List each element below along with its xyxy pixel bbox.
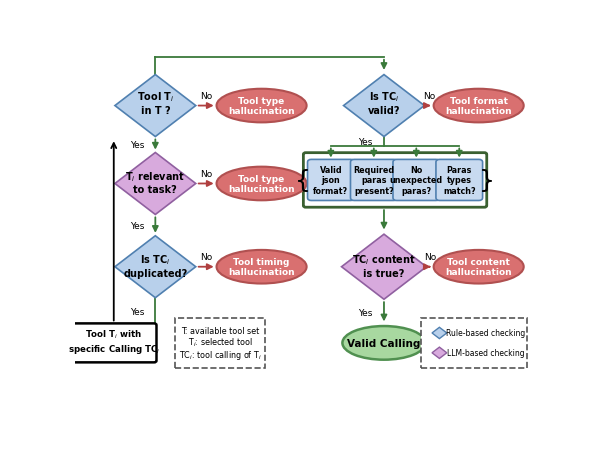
Text: Tool T$_i$
in T ?: Tool T$_i$ in T ? [136, 90, 174, 116]
FancyBboxPatch shape [308, 160, 354, 201]
Text: T: available tool set: T: available tool set [181, 326, 259, 335]
Text: LLM-based checking: LLM-based checking [447, 348, 524, 358]
FancyBboxPatch shape [175, 319, 265, 368]
Text: T$_i$ relevant
to task?: T$_i$ relevant to task? [125, 170, 185, 195]
FancyBboxPatch shape [421, 319, 527, 368]
Polygon shape [115, 236, 195, 298]
Text: No: No [423, 92, 435, 101]
Text: No: No [200, 253, 212, 262]
Text: Tool type
hallucination: Tool type hallucination [228, 174, 295, 194]
Text: Yes: Yes [358, 308, 372, 318]
Polygon shape [115, 75, 195, 137]
Text: }: } [479, 168, 495, 192]
Ellipse shape [216, 250, 306, 284]
Text: Yes: Yes [130, 141, 144, 150]
FancyBboxPatch shape [436, 160, 483, 201]
Ellipse shape [216, 167, 306, 201]
Text: T$_i$: selected tool: T$_i$: selected tool [188, 336, 253, 349]
Polygon shape [343, 75, 424, 137]
Text: TC$_i$: tool calling of T$_i$: TC$_i$: tool calling of T$_i$ [179, 348, 262, 361]
Polygon shape [432, 347, 447, 358]
Ellipse shape [342, 326, 426, 360]
Text: No
unexpected
paras?: No unexpected paras? [390, 166, 443, 196]
Text: Tool T$_i$ with
specific Calling TC$_i$: Tool T$_i$ with specific Calling TC$_i$ [67, 328, 160, 355]
FancyBboxPatch shape [71, 324, 157, 363]
Polygon shape [432, 328, 447, 339]
Polygon shape [342, 235, 426, 300]
Text: Valid
json
format?: Valid json format? [313, 166, 349, 196]
Text: Tool content
hallucination: Tool content hallucination [445, 257, 512, 277]
Text: Rule-based checking: Rule-based checking [446, 329, 525, 338]
Text: {: { [296, 168, 311, 192]
FancyBboxPatch shape [393, 160, 440, 201]
Polygon shape [115, 153, 195, 215]
Ellipse shape [434, 250, 524, 284]
FancyBboxPatch shape [350, 160, 397, 201]
Ellipse shape [434, 90, 524, 123]
Text: Yes: Yes [358, 137, 372, 146]
Text: Required
paras
present?: Required paras present? [353, 166, 395, 196]
Text: Yes: Yes [130, 221, 144, 230]
Text: Yes: Yes [130, 307, 144, 316]
Ellipse shape [216, 90, 306, 123]
Text: No: No [200, 92, 212, 101]
Text: TC$_I$ content
is true?: TC$_I$ content is true? [352, 253, 416, 278]
Text: Tool type
hallucination: Tool type hallucination [228, 97, 295, 116]
Text: Tool timing
hallucination: Tool timing hallucination [228, 257, 295, 277]
Text: Tool format
hallucination: Tool format hallucination [445, 97, 512, 116]
Text: Is TC$_i$
valid?: Is TC$_i$ valid? [368, 90, 401, 116]
Text: No: No [200, 170, 212, 179]
Text: Valid Calling: Valid Calling [347, 338, 421, 348]
Text: Is TC$_i$
duplicated?: Is TC$_i$ duplicated? [123, 253, 188, 278]
Text: Paras
types
match?: Paras types match? [443, 166, 476, 196]
Text: No: No [424, 253, 436, 262]
